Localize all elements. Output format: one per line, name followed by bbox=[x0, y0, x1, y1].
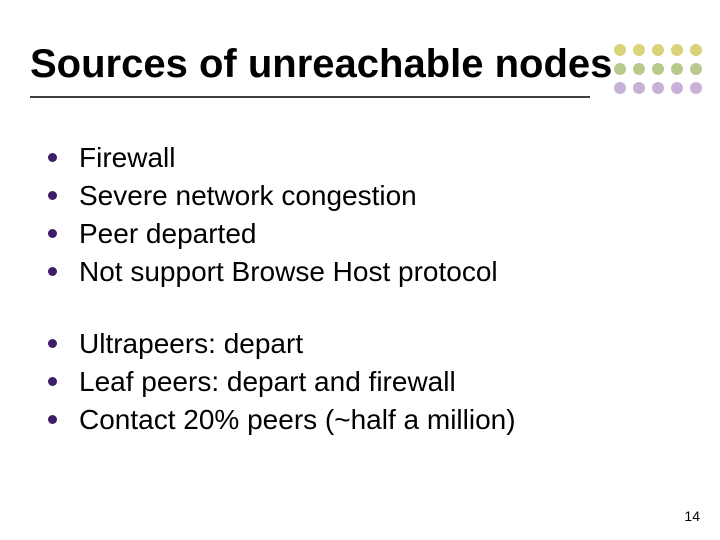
list-item: Ultrapeers: depart bbox=[48, 326, 668, 362]
list-item: Contact 20% peers (~half a million) bbox=[48, 402, 668, 438]
decor-dot bbox=[652, 44, 664, 56]
bullet-icon bbox=[48, 229, 57, 238]
bullet-icon bbox=[48, 153, 57, 162]
bullet-icon bbox=[48, 377, 57, 386]
decor-dot bbox=[633, 82, 645, 94]
decor-dot bbox=[633, 44, 645, 56]
decor-dot bbox=[652, 82, 664, 94]
decor-dot bbox=[614, 63, 626, 75]
list-item: Leaf peers: depart and firewall bbox=[48, 364, 668, 400]
decor-dot bbox=[652, 63, 664, 75]
decor-dot bbox=[671, 82, 683, 94]
title-underline bbox=[30, 96, 590, 98]
list-item-text: Ultrapeers: depart bbox=[79, 326, 303, 362]
list-item-text: Firewall bbox=[79, 140, 175, 176]
slide-title: Sources of unreachable nodes bbox=[30, 42, 612, 87]
slide: Sources of unreachable nodes FirewallSev… bbox=[0, 0, 720, 540]
list-item: Severe network congestion bbox=[48, 178, 668, 214]
bullet-icon bbox=[48, 191, 57, 200]
bullet-list: FirewallSevere network congestionPeer de… bbox=[48, 140, 668, 440]
bullet-icon bbox=[48, 267, 57, 276]
decor-dot bbox=[690, 44, 702, 56]
decor-dot bbox=[690, 82, 702, 94]
list-item-text: Peer departed bbox=[79, 216, 256, 252]
bullet-icon bbox=[48, 339, 57, 348]
list-item: Not support Browse Host protocol bbox=[48, 254, 668, 290]
decor-dot bbox=[671, 44, 683, 56]
decor-dot bbox=[614, 44, 626, 56]
bullet-icon bbox=[48, 415, 57, 424]
list-group-gap bbox=[48, 292, 668, 326]
list-item: Peer departed bbox=[48, 216, 668, 252]
list-item: Firewall bbox=[48, 140, 668, 176]
decor-dot bbox=[671, 63, 683, 75]
decor-dot bbox=[633, 63, 645, 75]
list-item-text: Leaf peers: depart and firewall bbox=[79, 364, 456, 400]
page-number: 14 bbox=[684, 508, 700, 524]
list-item-text: Severe network congestion bbox=[79, 178, 417, 214]
list-item-text: Contact 20% peers (~half a million) bbox=[79, 402, 516, 438]
list-item-text: Not support Browse Host protocol bbox=[79, 254, 498, 290]
decor-dot bbox=[690, 63, 702, 75]
decor-dot bbox=[614, 82, 626, 94]
